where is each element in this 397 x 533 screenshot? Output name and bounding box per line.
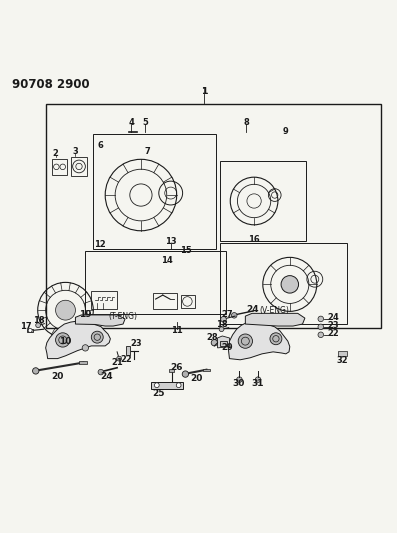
Text: 18: 18: [216, 320, 227, 329]
Text: 15: 15: [180, 246, 192, 255]
Circle shape: [98, 369, 104, 375]
Text: 20: 20: [51, 373, 64, 382]
Circle shape: [231, 312, 237, 318]
Circle shape: [28, 328, 32, 333]
Text: 24: 24: [100, 373, 113, 382]
Bar: [151, 382, 183, 389]
Bar: [46, 104, 381, 328]
Text: 22: 22: [120, 356, 132, 364]
Bar: [52, 158, 67, 175]
Circle shape: [318, 332, 324, 337]
Bar: [85, 251, 226, 314]
Circle shape: [221, 317, 226, 322]
Circle shape: [176, 383, 181, 387]
Text: 5: 5: [142, 118, 148, 127]
Text: 6: 6: [97, 141, 103, 150]
Text: 9: 9: [283, 127, 289, 136]
Bar: [181, 295, 195, 308]
Circle shape: [182, 371, 189, 377]
Text: 27: 27: [221, 310, 233, 319]
Polygon shape: [46, 321, 110, 359]
Circle shape: [281, 276, 299, 293]
Circle shape: [82, 345, 89, 351]
Text: 28: 28: [206, 334, 218, 343]
Text: 23: 23: [328, 321, 339, 330]
Text: 1: 1: [200, 87, 207, 96]
Circle shape: [56, 300, 75, 320]
Text: 8: 8: [243, 118, 249, 127]
Bar: [153, 293, 177, 309]
Text: 3: 3: [73, 147, 78, 156]
Bar: [220, 341, 227, 346]
Circle shape: [33, 368, 39, 374]
Circle shape: [117, 356, 121, 361]
Text: 11: 11: [171, 326, 183, 335]
Circle shape: [318, 324, 324, 329]
Bar: [91, 291, 117, 309]
Text: 22: 22: [328, 329, 339, 338]
Text: 21: 21: [111, 358, 123, 367]
Text: 13: 13: [165, 237, 177, 246]
Circle shape: [36, 323, 40, 328]
Text: 17: 17: [20, 322, 32, 332]
Text: 29: 29: [221, 343, 233, 352]
Circle shape: [211, 340, 218, 346]
Text: 24: 24: [246, 305, 258, 314]
Bar: [79, 361, 87, 364]
Bar: [220, 161, 306, 241]
Text: 23: 23: [130, 340, 142, 349]
Text: 12: 12: [94, 240, 106, 249]
Circle shape: [56, 333, 70, 347]
Text: (V-ENG): (V-ENG): [259, 305, 289, 314]
Circle shape: [318, 316, 324, 322]
Bar: [203, 369, 210, 371]
Text: 90708 2900: 90708 2900: [12, 78, 90, 91]
Text: 26: 26: [170, 363, 183, 372]
Text: 1: 1: [200, 87, 207, 96]
Circle shape: [154, 383, 159, 387]
Text: 2: 2: [53, 149, 58, 158]
Bar: [126, 346, 130, 354]
Text: 25: 25: [152, 389, 165, 398]
Circle shape: [270, 333, 282, 345]
Text: 14: 14: [161, 256, 173, 265]
Polygon shape: [218, 336, 229, 348]
Text: 10: 10: [59, 337, 72, 346]
Bar: [220, 243, 347, 324]
Bar: [169, 368, 174, 372]
Polygon shape: [75, 315, 125, 326]
Circle shape: [237, 377, 242, 382]
Polygon shape: [228, 322, 290, 360]
Text: 7: 7: [144, 147, 150, 156]
Text: 31: 31: [251, 379, 264, 388]
Bar: [27, 329, 33, 332]
Circle shape: [91, 331, 103, 343]
Text: 4: 4: [128, 118, 134, 127]
Circle shape: [219, 327, 224, 332]
Text: 20: 20: [190, 374, 203, 383]
Text: 24: 24: [328, 313, 339, 322]
Circle shape: [255, 377, 261, 382]
Text: (T-ENG): (T-ENG): [108, 312, 138, 321]
Bar: [93, 133, 216, 248]
Polygon shape: [245, 313, 305, 326]
Bar: [338, 351, 347, 356]
Bar: [71, 157, 87, 176]
Text: 30: 30: [232, 379, 245, 388]
Text: 32: 32: [336, 357, 348, 366]
Text: 19: 19: [79, 310, 92, 319]
Text: 18: 18: [33, 317, 45, 325]
Text: 16: 16: [248, 235, 260, 244]
Circle shape: [238, 334, 252, 348]
